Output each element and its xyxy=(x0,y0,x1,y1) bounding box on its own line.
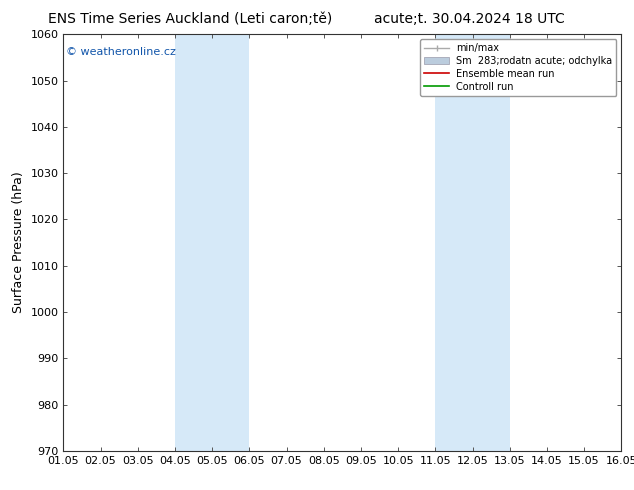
Legend: min/max, Sm  283;rodatn acute; odchylka, Ensemble mean run, Controll run: min/max, Sm 283;rodatn acute; odchylka, … xyxy=(420,39,616,96)
Text: © weatheronline.cz: © weatheronline.cz xyxy=(66,47,176,57)
Y-axis label: Surface Pressure (hPa): Surface Pressure (hPa) xyxy=(12,172,25,314)
Text: ENS Time Series Auckland (Leti caron;tě): ENS Time Series Auckland (Leti caron;tě) xyxy=(48,12,332,26)
Bar xyxy=(175,34,249,451)
Text: acute;t. 30.04.2024 18 UTC: acute;t. 30.04.2024 18 UTC xyxy=(374,12,564,26)
Bar xyxy=(436,34,510,451)
